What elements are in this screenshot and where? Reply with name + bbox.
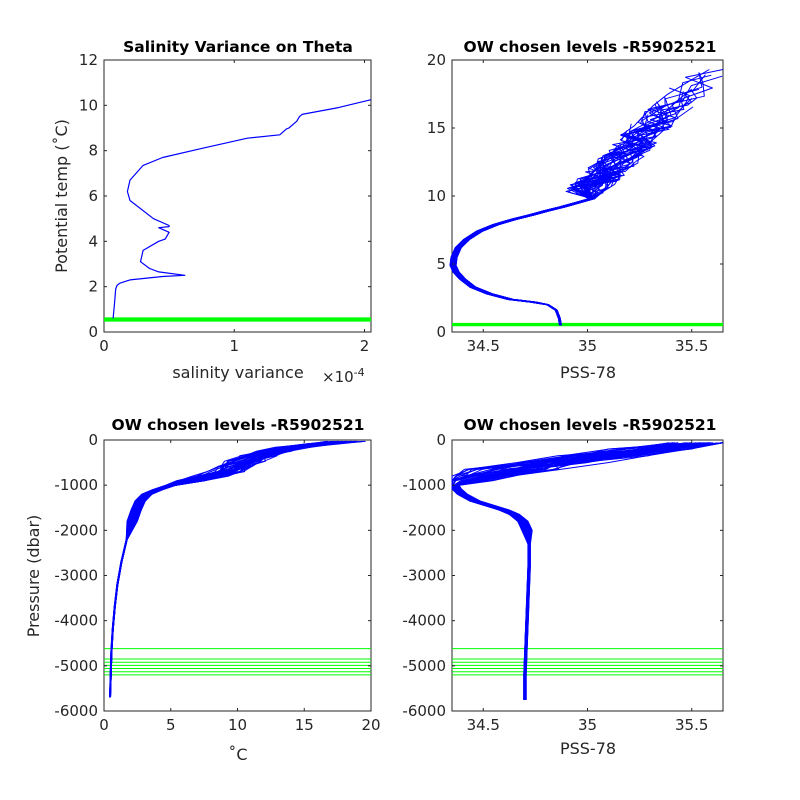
chart-title: OW chosen levels -R5902521	[112, 416, 365, 434]
y-tick-label: 5	[436, 255, 446, 273]
y-tick-label: -5000	[54, 657, 98, 675]
y-tick-label: 0	[436, 323, 446, 341]
y-tick-label: 20	[427, 51, 446, 69]
y-tick-label: -5000	[402, 657, 446, 675]
x-tick-label: 1	[229, 337, 239, 355]
x-axis-label: PSS-78	[560, 739, 616, 758]
chart-title: OW chosen levels -R5902521	[464, 416, 717, 434]
y-tick-label: 12	[79, 51, 98, 69]
y-tick-label: 0	[436, 431, 446, 449]
plot-area	[103, 439, 372, 712]
x-tick-label: 34.5	[467, 716, 500, 734]
x-tick-label: 0	[99, 337, 109, 355]
x-tick-label: 2	[360, 337, 370, 355]
salinity-profile-line	[452, 442, 710, 700]
y-tick-label: -6000	[54, 702, 98, 720]
data-layer	[104, 440, 371, 698]
y-tick-label: -6000	[402, 702, 446, 720]
data-layer	[449, 69, 724, 327]
axes-layer: -6000 -5000 -4000 -3000 -2000 -1000 0 0 5 10 15 20	[54, 431, 380, 734]
x-tick-label: 15	[295, 716, 314, 734]
variance-profile-line	[112, 99, 372, 319]
y-tick-label: -1000	[54, 476, 98, 494]
y-tick-label: 0	[88, 431, 98, 449]
x-exponent: ×10-4	[322, 366, 365, 386]
x-tick-label: 5	[166, 716, 176, 734]
y-tick-label: 0	[88, 323, 98, 341]
y-tick-label: -4000	[402, 612, 446, 630]
y-tick-label: -2000	[402, 521, 446, 539]
x-axis-label: PSS-78	[560, 363, 616, 382]
chart-title: Salinity Variance on Theta	[123, 38, 353, 56]
chart-title: OW chosen levels -R5902521	[464, 38, 717, 56]
x-exponent-base: ×10	[322, 368, 354, 386]
x-exponent-power: -4	[354, 366, 365, 379]
salinity-profile-line	[457, 442, 724, 700]
y-axis-label: Potential temp (˚C)	[52, 119, 71, 273]
y-tick-label: 10	[79, 96, 98, 114]
y-tick-label: -1000	[402, 476, 446, 494]
data-layer	[451, 442, 724, 700]
x-tick-label: 10	[228, 716, 247, 734]
x-tick-label: 20	[361, 716, 380, 734]
y-tick-label: -2000	[54, 521, 98, 539]
y-tick-label: 2	[88, 278, 98, 296]
x-tick-label: 35.5	[675, 337, 708, 355]
x-tick-label: 35.5	[675, 716, 708, 734]
panel-salinity-pressure: -6000 -5000 -4000 -3000 -2000 -1000 0 34.5 35 35.…	[402, 416, 724, 758]
axes-layer: -6000 -5000 -4000 -3000 -2000 -1000 0 34.5 35 35.…	[402, 431, 723, 734]
x-axis-label: ˚C	[228, 745, 247, 764]
y-tick-label: 8	[88, 142, 98, 160]
temperature-profile-line	[109, 440, 327, 698]
x-tick-label: 35	[578, 716, 597, 734]
x-tick-label: 0	[99, 716, 109, 734]
y-tick-label: 10	[427, 187, 446, 205]
ts-profile-line	[449, 88, 700, 326]
y-tick-label: 6	[88, 187, 98, 205]
salinity-profile-line	[451, 442, 676, 700]
panel-ts-levels: 0 5 10 15 20 34.5 35 35.5 OW chosen levels -R59…	[427, 38, 724, 382]
plot-area	[103, 59, 372, 333]
y-axis-label: Pressure (dbar)	[24, 515, 43, 638]
data-layer	[104, 99, 372, 322]
y-tick-label: -3000	[402, 567, 446, 585]
y-tick-label: 4	[88, 232, 98, 250]
x-tick-label: 35	[578, 337, 597, 355]
x-tick-label: 34.5	[467, 337, 500, 355]
y-tick-label: 15	[427, 119, 446, 137]
x-axis-label: salinity variance	[172, 363, 303, 382]
axes-layer: 0 5 10 15 20 34.5 35 35.5	[427, 51, 723, 355]
y-tick-label: -4000	[54, 612, 98, 630]
y-tick-label: -3000	[54, 567, 98, 585]
temperature-profile-line	[109, 440, 341, 698]
